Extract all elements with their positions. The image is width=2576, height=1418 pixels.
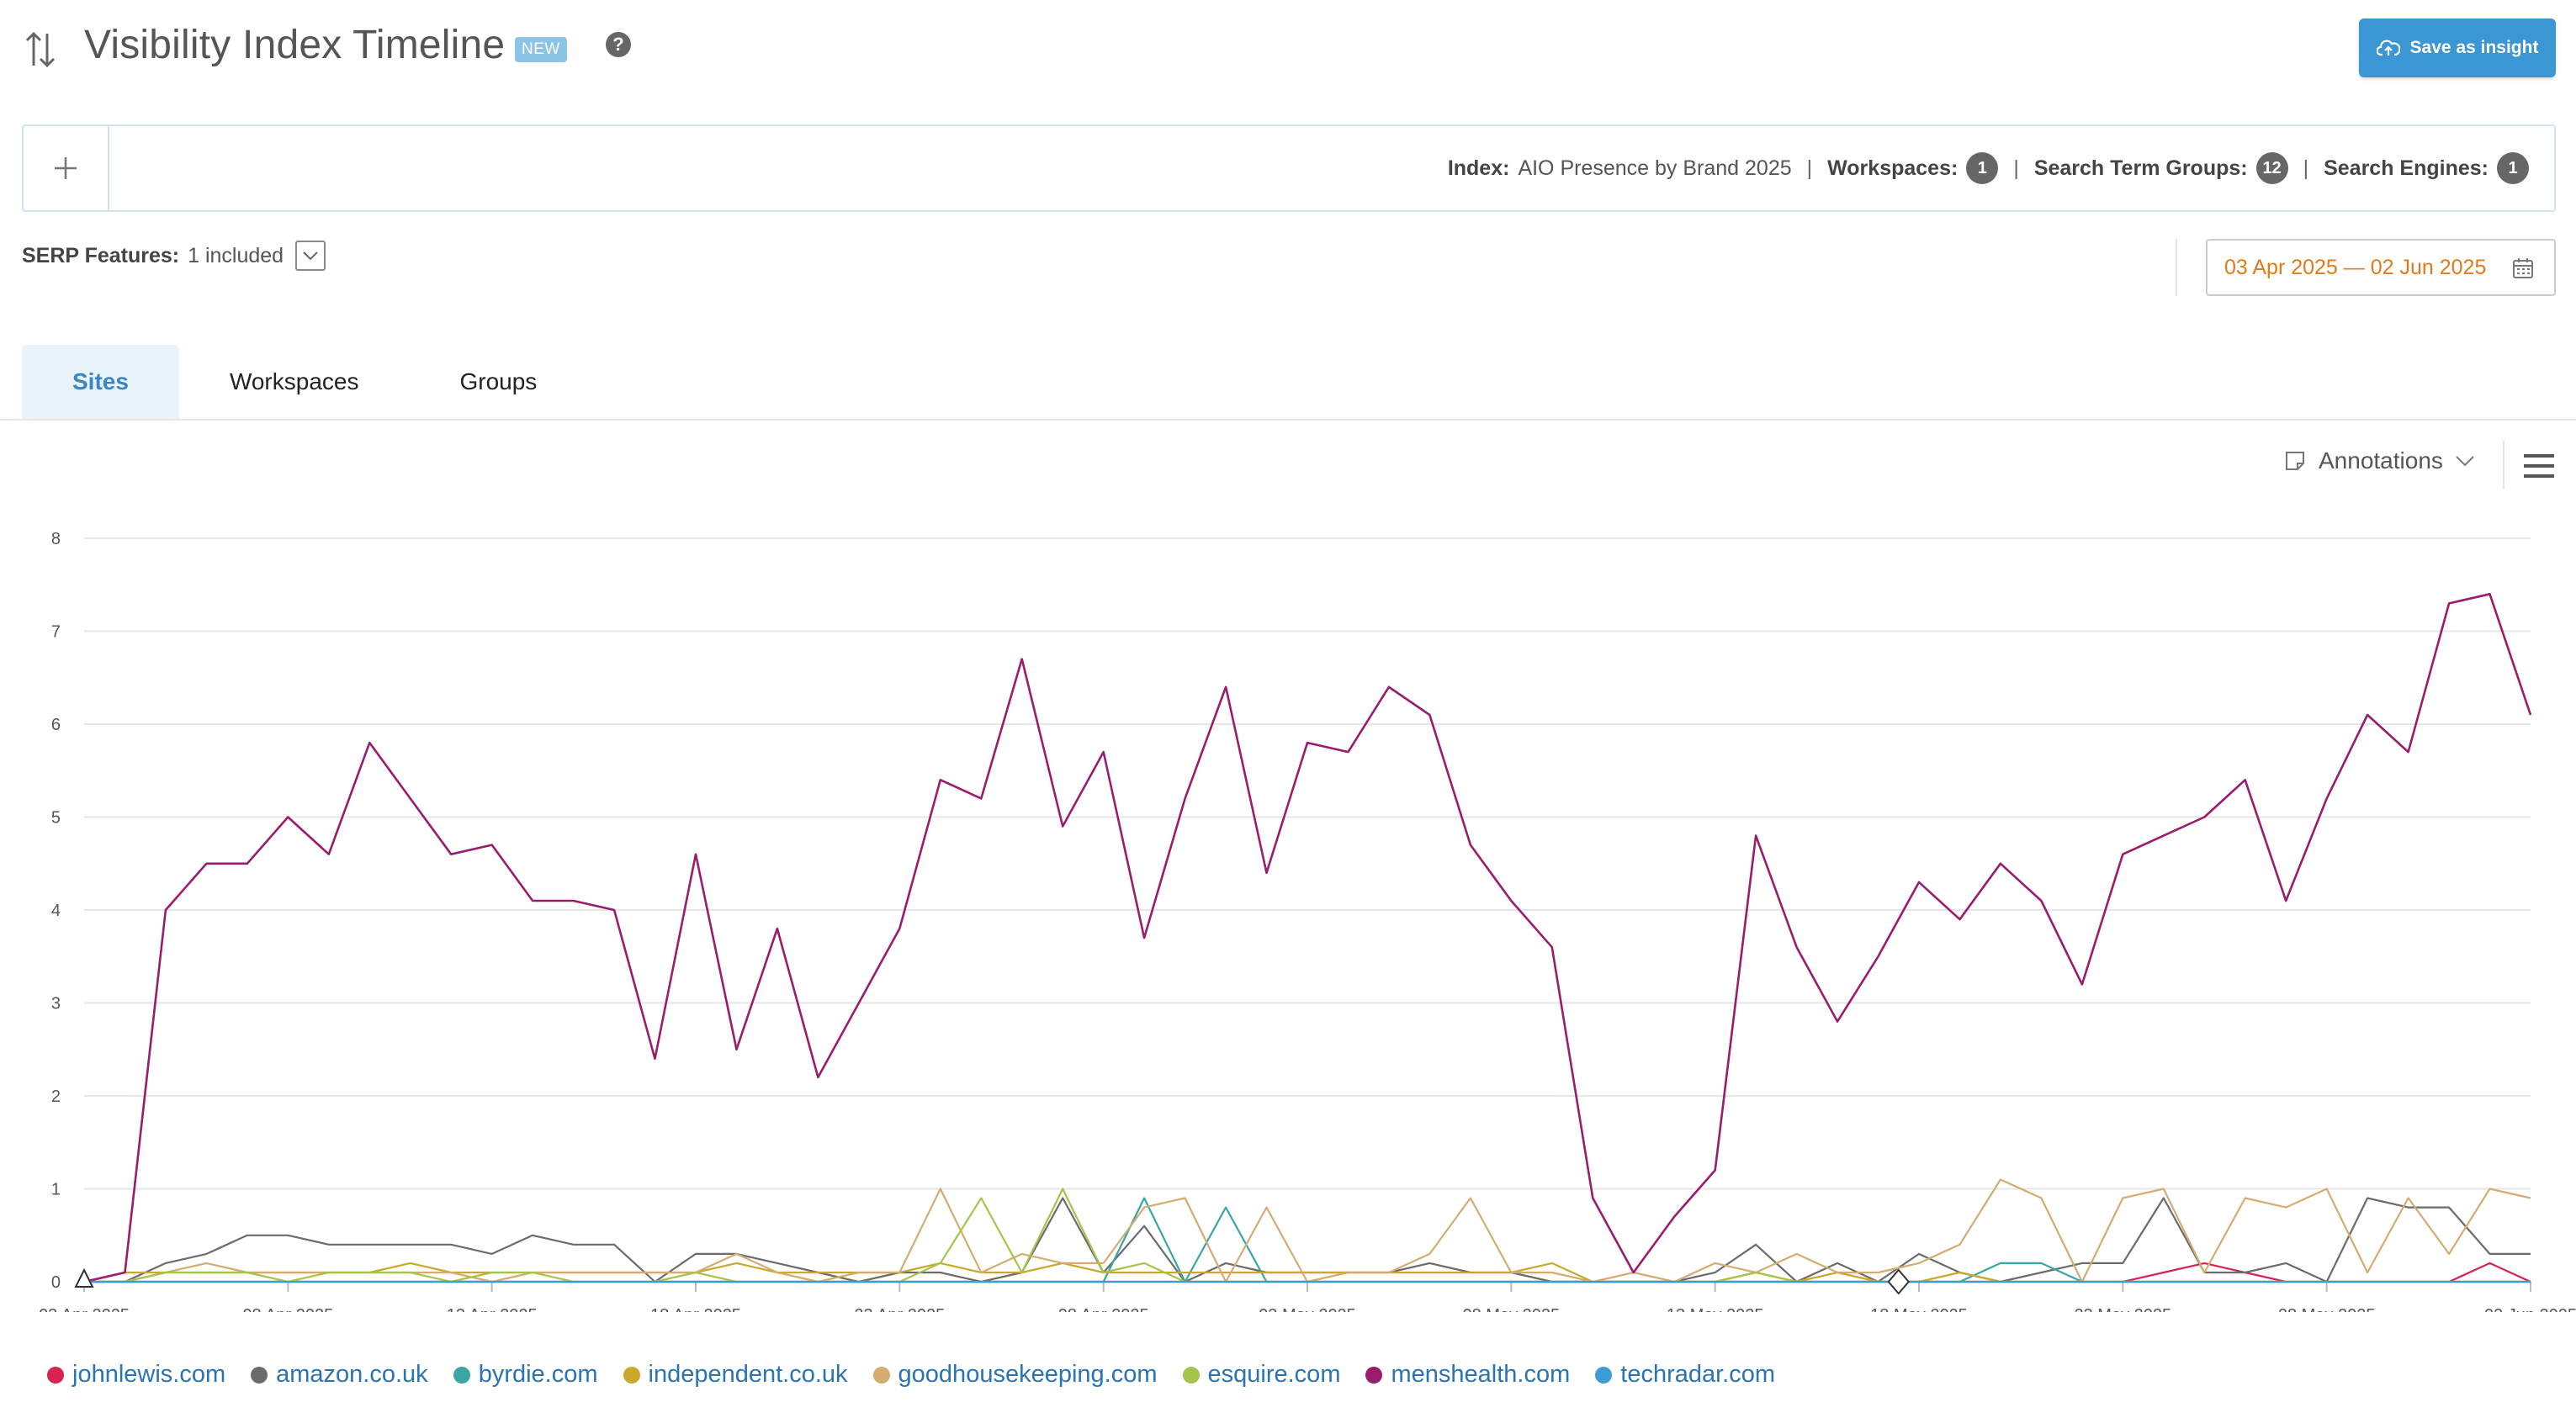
series-line-goodhousekeeping-com <box>84 1178 2531 1283</box>
plus-icon <box>55 157 77 179</box>
y-tick-label: 8 <box>51 530 61 548</box>
date-range-value: 03 Apr 2025 — 02 Jun 2025 <box>2224 255 2487 279</box>
groups-count-badge[interactable]: 12 <box>2255 152 2288 184</box>
annotations-label: Annotations <box>2319 447 2443 474</box>
x-tick-label: 18 Apr 2025 <box>650 1306 741 1312</box>
separator: | <box>2013 156 2019 180</box>
save-as-insight-button[interactable]: Save as insight <box>2359 19 2556 77</box>
legend-item-independent-co-uk[interactable]: independent.co.uk <box>623 1361 848 1389</box>
legend-item-techradar-com[interactable]: techradar.com <box>1595 1361 1775 1389</box>
serp-features: SERP Features: 1 included <box>22 241 326 271</box>
x-tick-label: 18 May 2025 <box>1870 1306 1968 1312</box>
new-badge: NEW <box>515 37 567 62</box>
engines-count-badge[interactable]: 1 <box>2497 152 2529 184</box>
view-tabs: Sites Workspaces Groups <box>22 345 587 419</box>
series-line-esquire-com <box>84 1188 2531 1283</box>
legend-label: johnlewis.com <box>72 1361 226 1388</box>
filter-summary: Index: AIO Presence by Brand 2025 | Work… <box>1448 126 2529 210</box>
serp-label: SERP Features: <box>22 243 180 267</box>
tab-workspaces[interactable]: Workspaces <box>229 368 359 394</box>
separator: | <box>2303 156 2309 180</box>
chevron-down-icon <box>303 251 318 261</box>
engines-label: Search Engines: <box>2324 156 2489 180</box>
legend-label: independent.co.uk <box>648 1361 848 1388</box>
cloud-upload-icon <box>2376 40 2400 56</box>
save-button-label: Save as insight <box>2409 38 2539 57</box>
legend-color-dot <box>872 1366 890 1384</box>
x-tick-label: 03 Apr 2025 <box>39 1306 130 1312</box>
chevron-down-icon <box>2456 456 2474 467</box>
y-tick-label: 2 <box>51 1087 61 1106</box>
legend-color-dot <box>623 1366 640 1384</box>
series-line-menshealth-com <box>83 593 2532 1283</box>
index-label: Index: <box>1447 156 1510 180</box>
tab-sites[interactable]: Sites <box>22 345 179 419</box>
y-tick-label: 4 <box>51 902 61 920</box>
legend-item-byrdie-com[interactable]: byrdie.com <box>453 1361 598 1389</box>
annotation-marker-diamond <box>1887 1268 1911 1295</box>
workspaces-count-badge[interactable]: 1 <box>1966 152 1999 184</box>
help-icon[interactable]: ? <box>606 32 631 57</box>
note-icon <box>2286 452 2304 470</box>
y-tick-label: 7 <box>51 623 61 642</box>
visibility-line-chart: 0 1 2 3 4 5 6 7 8 03 Apr 2025 08 Apr 2025 13 Apr 20… <box>39 530 2576 1312</box>
legend-item-menshealth-com[interactable]: menshealth.com <box>1365 1361 1570 1389</box>
series-line-amazon-co-uk <box>84 1197 2531 1283</box>
y-tick-label: 5 <box>51 809 61 828</box>
legend-label: menshealth.com <box>1391 1361 1571 1388</box>
annotation-marker-triangle <box>74 1267 94 1288</box>
legend-label: techradar.com <box>1620 1361 1776 1388</box>
x-tick-label: 28 May 2025 <box>2278 1306 2376 1312</box>
legend-color-dot <box>47 1366 64 1384</box>
legend-color-dot <box>453 1366 470 1384</box>
legend-label: amazon.co.uk <box>276 1361 428 1388</box>
y-tick-label: 6 <box>51 716 61 734</box>
hamburger-menu-icon[interactable] <box>2522 452 2556 479</box>
x-tick-label: 13 May 2025 <box>1667 1306 1764 1312</box>
x-tick-label: 23 Apr 2025 <box>854 1306 945 1312</box>
separator: | <box>1806 156 1813 180</box>
legend-item-amazon-co-uk[interactable]: amazon.co.uk <box>251 1361 428 1389</box>
x-tick-label: 28 Apr 2025 <box>1058 1306 1149 1312</box>
legend-color-dot <box>1365 1366 1383 1384</box>
y-tick-label: 3 <box>51 995 61 1013</box>
x-tick-label: 02 Jun 2025 <box>2484 1306 2576 1312</box>
legend-label: byrdie.com <box>478 1361 598 1388</box>
filter-bar: Index: AIO Presence by Brand 2025 | Work… <box>22 124 2556 212</box>
index-value: AIO Presence by Brand 2025 <box>1518 156 1792 180</box>
legend-item-esquire-com[interactable]: esquire.com <box>1182 1361 1341 1389</box>
workspaces-label: Workspaces: <box>1827 156 1959 180</box>
legend-item-goodhousekeeping-com[interactable]: goodhousekeeping.com <box>872 1361 1158 1389</box>
divider <box>2176 239 2177 296</box>
legend-item-johnlewis-com[interactable]: johnlewis.com <box>47 1361 225 1389</box>
serp-value: 1 included <box>188 243 284 267</box>
legend-color-dot <box>1182 1366 1200 1384</box>
chart-legend: johnlewis.com amazon.co.uk byrdie.com indep… <box>47 1361 1800 1389</box>
legend-label: goodhousekeeping.com <box>898 1361 1158 1388</box>
series-line-byrdie-com <box>84 1197 2531 1283</box>
date-range-picker[interactable]: 03 Apr 2025 — 02 Jun 2025 <box>2206 239 2556 296</box>
sort-arrows-icon[interactable] <box>24 29 57 71</box>
serp-dropdown-toggle[interactable] <box>295 241 326 271</box>
tab-underline <box>0 419 2576 421</box>
x-tick-label: 23 May 2025 <box>2075 1306 2172 1312</box>
add-filter-button[interactable] <box>24 126 109 210</box>
x-tick-label: 13 Apr 2025 <box>447 1306 538 1312</box>
y-tick-label: 0 <box>51 1273 61 1292</box>
legend-color-dot <box>1595 1366 1613 1384</box>
x-tick-label: 08 May 2025 <box>1463 1306 1561 1312</box>
tab-groups[interactable]: Groups <box>459 368 538 394</box>
y-tick-label: 1 <box>51 1181 61 1199</box>
legend-label: esquire.com <box>1207 1361 1341 1388</box>
x-tick-label: 08 Apr 2025 <box>242 1306 333 1312</box>
annotations-dropdown[interactable]: Annotations <box>2283 447 2475 474</box>
x-tick-label: 03 May 2025 <box>1259 1306 1356 1312</box>
groups-label: Search Term Groups: <box>2033 156 2248 180</box>
divider <box>2503 441 2504 489</box>
legend-color-dot <box>251 1366 268 1384</box>
page-title: Visibility Index Timeline <box>84 23 506 67</box>
calendar-icon <box>2513 258 2533 278</box>
